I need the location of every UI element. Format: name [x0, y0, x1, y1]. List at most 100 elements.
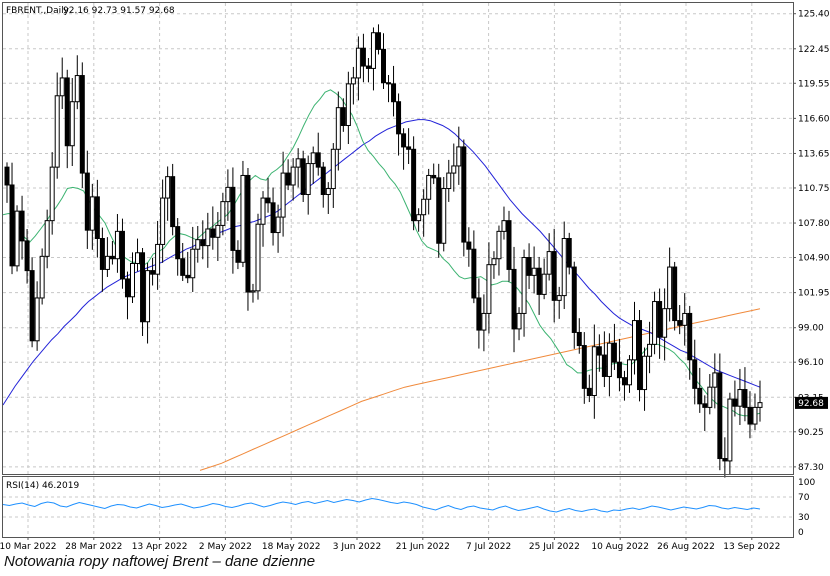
candle-up — [275, 216, 281, 234]
candle-up — [89, 196, 95, 231]
ohlc-header: 92.16 92.73 91.57 92.68 — [63, 6, 175, 16]
candle-up — [130, 262, 135, 298]
candle-down — [79, 75, 85, 174]
candle-down — [431, 174, 437, 179]
candle-down — [381, 48, 386, 84]
candle-up — [330, 148, 336, 190]
candle-down — [84, 172, 90, 231]
price-tick-label: 90.25 — [798, 428, 824, 438]
candle-up — [160, 197, 166, 245]
candle-up — [295, 158, 301, 168]
candle-down — [697, 387, 703, 405]
candle-down — [29, 270, 35, 342]
candle-up — [370, 32, 376, 69]
candle-up — [486, 264, 492, 314]
last-price-label: 92.68 — [798, 399, 824, 409]
candle-up — [752, 406, 758, 425]
candle-down — [471, 248, 477, 299]
candle-down — [320, 166, 326, 195]
candle-down — [245, 174, 251, 293]
candle-up — [145, 270, 151, 323]
date-tick-label: 2 May 2022 — [199, 542, 252, 552]
candle-down — [365, 65, 371, 69]
candle-down — [300, 158, 306, 195]
candle-up — [682, 312, 688, 326]
candle-down — [657, 301, 663, 338]
candle-up — [416, 214, 422, 222]
candle-down — [375, 32, 381, 50]
candle-down — [175, 226, 181, 260]
rsi-tick-label: 0 — [798, 528, 804, 538]
candle-up — [54, 95, 60, 168]
date-tick-label: 10 Mar 2022 — [0, 542, 57, 552]
candle-up — [546, 251, 552, 275]
price-tick-label: 116.60 — [798, 114, 830, 124]
candle-down — [406, 146, 412, 150]
candle-down — [19, 210, 25, 242]
candle-up — [626, 359, 632, 386]
candle-up — [250, 290, 256, 293]
candle-down — [536, 267, 542, 295]
date-tick-label: 26 Aug 2022 — [657, 542, 715, 552]
candle-up — [220, 201, 226, 226]
candle-down — [170, 176, 176, 228]
candle-up — [501, 220, 507, 232]
price-grid — [3, 3, 793, 474]
candle-down — [551, 251, 557, 301]
candle-up — [34, 297, 40, 342]
price-tick-label: 96.10 — [798, 358, 824, 368]
rsi-pane-border — [2, 476, 794, 538]
candle-down — [94, 196, 100, 240]
candle-up — [355, 47, 361, 79]
candle-up — [104, 255, 110, 270]
date-tick-label: 3 Jun 2022 — [333, 542, 381, 552]
candle-up — [225, 186, 231, 203]
candle-down — [360, 47, 366, 67]
candle-down — [576, 331, 582, 347]
date-tick-label: 21 Jun 2022 — [396, 542, 450, 552]
candle-down — [506, 220, 512, 270]
candle-up — [44, 220, 50, 257]
candle-down — [461, 146, 467, 243]
candle-down — [64, 77, 70, 147]
candle-down — [150, 270, 156, 275]
candle-down — [717, 372, 723, 460]
candle-down — [511, 268, 517, 330]
candle-down — [702, 403, 708, 408]
candle-down — [526, 257, 532, 276]
rsi-line — [2, 497, 761, 513]
date-tick-label: 10 Aug 2022 — [591, 542, 649, 552]
candle-up — [446, 172, 452, 190]
candle-up — [441, 188, 447, 244]
candle-down — [185, 274, 191, 279]
candle-up — [240, 174, 246, 263]
price-tick-label: 122.45 — [798, 45, 830, 55]
date-axis: 10 Mar 2022 28 Mar 2022 13 Apr 2022 2 May 2… — [0, 537, 780, 552]
chart-header: FBRENT.,Daily 92.16 92.73 91.57 92.68 RS… — [6, 6, 175, 491]
candle-up — [516, 312, 522, 330]
candle-down — [616, 361, 622, 379]
candle-down — [677, 320, 683, 326]
candle-up — [496, 230, 502, 260]
candle-up — [205, 228, 211, 247]
rsi-line-group — [2, 497, 761, 513]
candle-up — [451, 165, 457, 174]
candle-down — [581, 345, 587, 389]
candle-down — [586, 387, 592, 397]
candle-down — [140, 252, 146, 323]
candle-down — [637, 320, 643, 391]
candle-down — [230, 186, 236, 251]
price-tick-label: 110.75 — [798, 184, 830, 194]
candle-up — [606, 342, 612, 377]
candle-up — [707, 386, 713, 408]
candle-up — [456, 146, 462, 167]
candle-up — [652, 301, 658, 345]
candle-up — [350, 77, 356, 85]
candle-down — [687, 312, 693, 361]
candle-down — [601, 354, 607, 377]
candle-up — [305, 163, 311, 195]
candle-down — [340, 107, 346, 127]
candle-up — [135, 252, 141, 264]
candle-up — [591, 346, 597, 397]
candle-up — [59, 77, 65, 97]
